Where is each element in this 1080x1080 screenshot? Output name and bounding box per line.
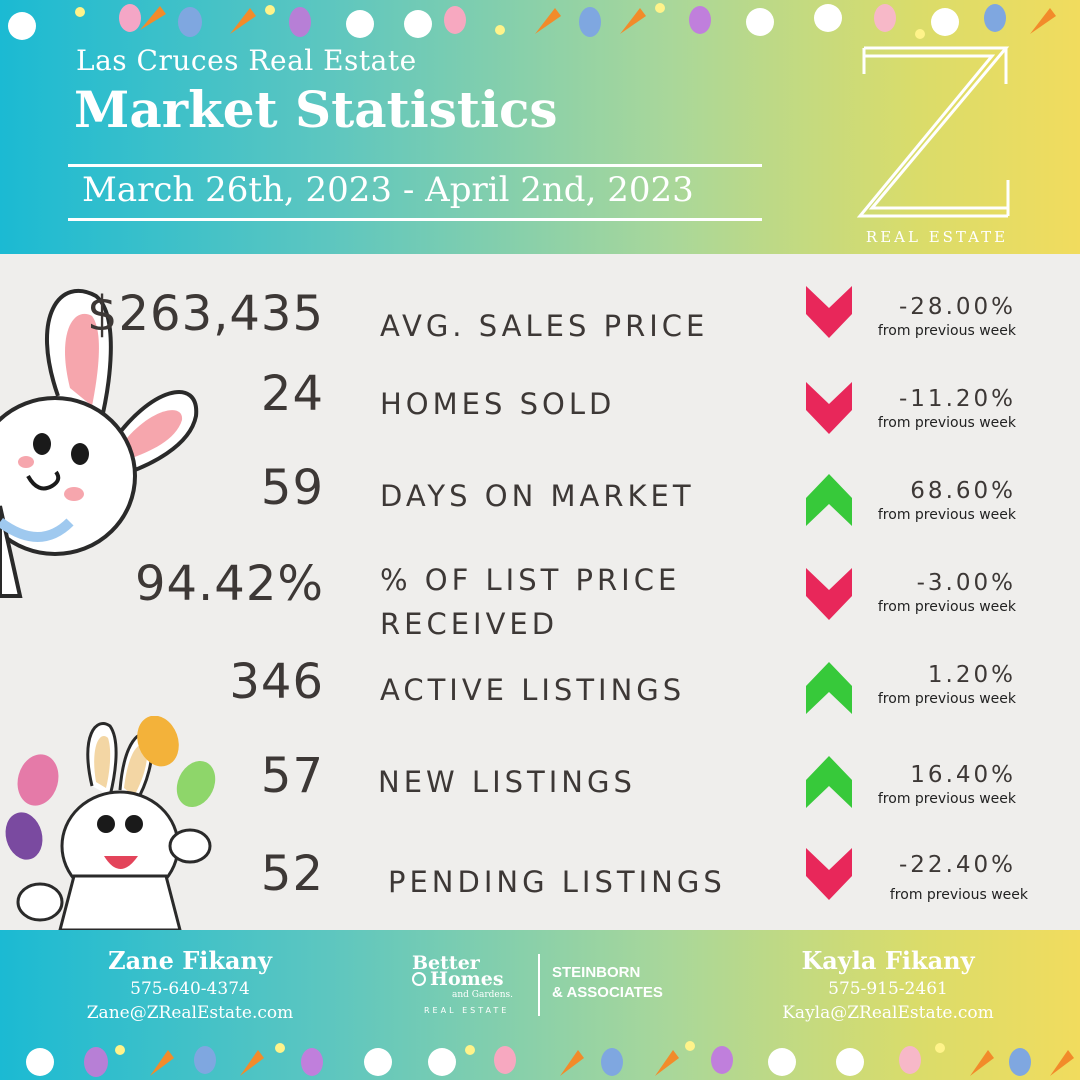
arrow-up-icon	[806, 662, 852, 714]
peeking-bunny-illustration	[0, 289, 199, 598]
arrow-down-icon	[806, 568, 852, 620]
agent-contact-right: Kayla Fikany 575-915-2461 Kayla@ZRealEst…	[758, 946, 1018, 1023]
stats-panel	[0, 254, 1080, 930]
easter-decoration-strip-top	[0, 0, 1080, 44]
bunny-heads-decoration	[26, 1048, 864, 1076]
date-range: March 26th, 2023 - April 2nd, 2023	[82, 170, 694, 210]
partner-name-line1: STEINBORN	[552, 964, 641, 981]
page-title: Market Statistics	[74, 80, 558, 139]
stat-change-note: from previous week	[877, 691, 1016, 707]
stat-change: -22.40%	[899, 852, 1016, 878]
logo-divider	[538, 954, 540, 1016]
stat-change: -3.00%	[916, 570, 1016, 596]
carrot-decoration	[150, 1050, 1074, 1076]
stat-label: % OF LIST PRICE RECEIVED	[380, 563, 681, 641]
flowers-decoration	[75, 3, 925, 39]
stat-change-note: from previous week	[889, 887, 1028, 903]
agent-phone[interactable]: 575-640-4374	[130, 979, 250, 999]
agent-name: Kayla Fikany	[801, 946, 975, 975]
agent-email[interactable]: Kayla@ZRealEstate.com	[782, 1003, 994, 1023]
stat-value: 52	[260, 846, 324, 902]
easter-decoration-strip-bottom	[0, 1036, 1080, 1080]
stat-label: ACTIVE LISTINGS	[380, 673, 686, 707]
bunny-heads-decoration	[8, 4, 959, 40]
juggling-bunny-illustration	[5, 716, 216, 930]
easter-eggs-decoration	[119, 4, 1006, 37]
arrow-up-icon	[806, 474, 852, 526]
stat-change-note: from previous week	[877, 323, 1016, 339]
agent-name: Zane Fikany	[108, 946, 272, 975]
brand-better: Better	[412, 952, 480, 974]
stat-value: 94.42%	[134, 556, 324, 612]
stat-label: DAYS ON MARKET	[380, 479, 695, 513]
stat-change-note: from previous week	[877, 415, 1016, 431]
flowers-decoration	[115, 1041, 945, 1055]
carrot-decoration	[140, 6, 1056, 34]
stat-change-note: from previous week	[877, 599, 1016, 615]
stat-change-note: from previous week	[877, 791, 1016, 807]
stat-change: 68.60%	[910, 478, 1016, 504]
stat-label: NEW LISTINGS	[378, 765, 636, 799]
brand-real-estate: REAL ESTATE	[424, 1006, 510, 1015]
header-subtitle: Las Cruces Real Estate	[76, 44, 417, 77]
stat-change: -28.00%	[899, 294, 1016, 320]
agent-email[interactable]: Zane@ZRealEstate.com	[86, 1003, 294, 1023]
stat-value: 346	[229, 654, 324, 710]
arrow-down-icon	[806, 286, 852, 338]
stat-value: 59	[260, 460, 324, 516]
arrow-down-icon	[806, 382, 852, 434]
agent-phone[interactable]: 575-915-2461	[828, 979, 948, 999]
stat-value: 57	[260, 748, 324, 804]
footer-banner	[0, 930, 1080, 1080]
partner-name-line2: & ASSOCIATES	[552, 984, 663, 1001]
stat-change: 16.40%	[910, 762, 1016, 788]
header-banner: Las Cruces Real Estate Market Statistics…	[0, 0, 1080, 254]
stat-change-note: from previous week	[877, 507, 1016, 523]
arrow-down-icon	[806, 848, 852, 900]
stat-value: $263,435	[86, 286, 324, 342]
stat-label: HOMES SOLD	[380, 387, 616, 421]
divider-line	[68, 164, 762, 167]
divider-line	[68, 218, 762, 221]
leaf-icon	[412, 972, 426, 986]
z-logo	[856, 46, 1010, 218]
brand-and-gardens: and Gardens.	[452, 990, 514, 1000]
stat-change: 1.20%	[927, 662, 1016, 688]
stat-change: -11.20%	[899, 386, 1016, 412]
arrow-up-icon	[806, 756, 852, 808]
stat-label: PENDING LISTINGS	[388, 865, 726, 899]
logo-tagline: REAL ESTATE	[865, 228, 1009, 246]
stat-value: 24	[260, 366, 324, 422]
easter-eggs-decoration	[84, 1046, 1031, 1077]
agent-contact-left: Zane Fikany 575-640-4374 Zane@ZRealEstat…	[60, 946, 320, 1023]
broker-logo: Better Homes and Gardens. REAL ESTATE ST…	[412, 952, 682, 1022]
stat-label: AVG. SALES PRICE	[380, 309, 709, 343]
brand-homes: Homes	[430, 968, 504, 990]
